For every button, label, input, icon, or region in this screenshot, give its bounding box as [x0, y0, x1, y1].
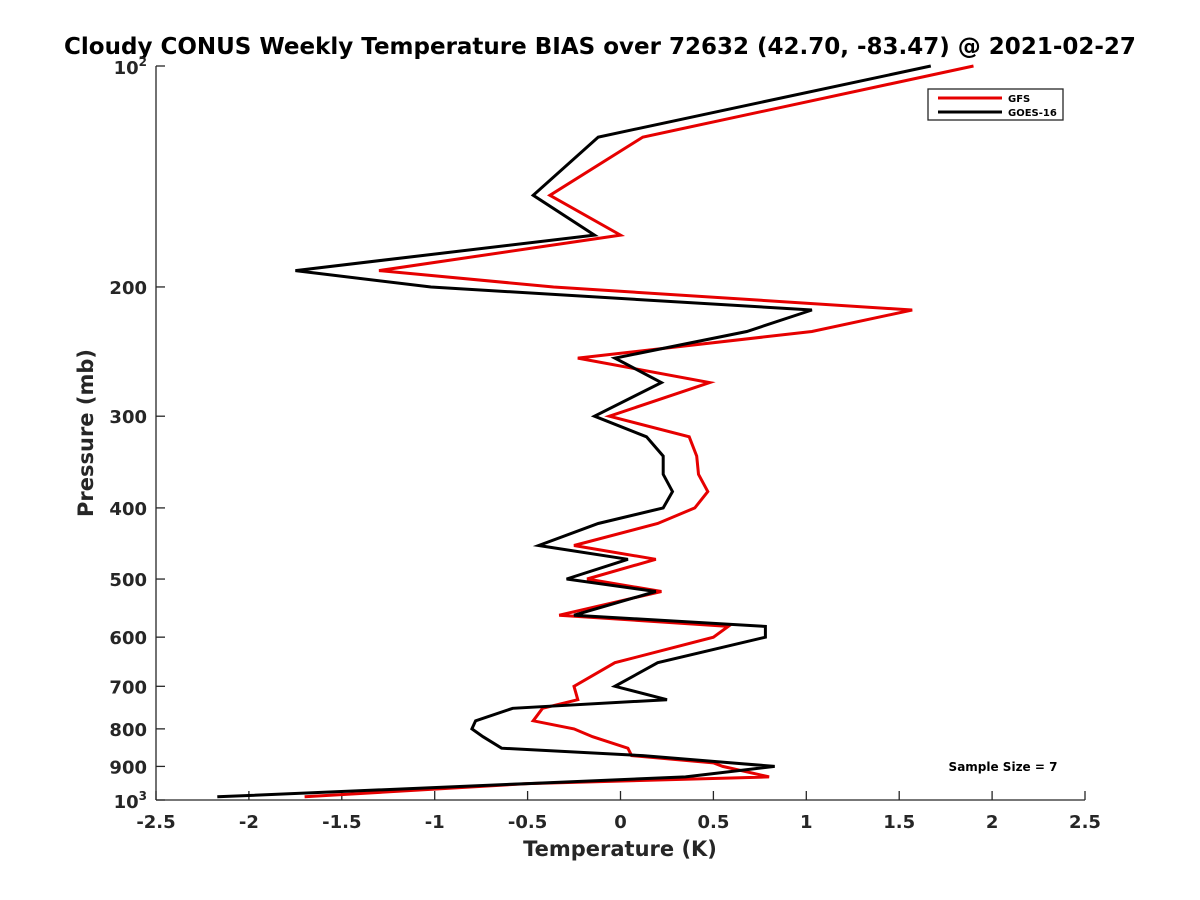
x-axis-label: Temperature (K) — [523, 837, 717, 861]
x-tick-label: 0 — [614, 812, 627, 833]
legend-box — [927, 88, 1064, 121]
x-tick-label: 0.5 — [697, 812, 729, 833]
x-tick-label: -2 — [239, 812, 259, 833]
y-tick-label-max: 103 — [114, 789, 147, 813]
legend: GFS GOES-16 — [927, 88, 1064, 121]
sample-size-annotation: Sample Size = 7 — [949, 760, 1058, 774]
plot-area — [155, 66, 1085, 801]
x-tick-label: -1.5 — [322, 812, 361, 833]
x-tick-label: 1 — [800, 812, 813, 833]
y-tick-label-min-exponent: 2 — [139, 55, 147, 69]
x-ticks: -2.5 -2 -1.5 -1 -0.5 0 0.5 1 1.5 2 2.5 — [136, 791, 1101, 833]
y-tick-label: 600 — [109, 628, 147, 649]
x-tick-label: 1.5 — [883, 812, 915, 833]
y-tick-label: 300 — [109, 407, 147, 428]
series-line-goes-16 — [217, 64, 932, 799]
y-tick-label: 700 — [109, 677, 147, 698]
legend-label: GFS — [1008, 94, 1030, 105]
y-tick-label-min: 102 — [114, 55, 147, 79]
chart-title: Cloudy CONUS Weekly Temperature BIAS ove… — [64, 34, 1136, 60]
x-tick-label: 2 — [986, 812, 999, 833]
y-tick-label: 500 — [109, 570, 147, 591]
x-tick-label: -2.5 — [136, 812, 175, 833]
y-tick-label: 200 — [109, 278, 147, 299]
series-layer — [217, 64, 974, 799]
y-tick-label-min-base: 10 — [114, 58, 139, 79]
y-tick-label: 400 — [109, 499, 147, 520]
series-line-gfs — [304, 64, 974, 799]
x-tick-label: -0.5 — [508, 812, 547, 833]
legend-label: GOES-16 — [1008, 108, 1057, 119]
y-tick-label: 900 — [109, 757, 147, 778]
y-tick-label-max-base: 10 — [114, 792, 139, 813]
x-tick-label: -1 — [425, 812, 445, 833]
x-tick-label: 2.5 — [1069, 812, 1101, 833]
y-tick-label: 800 — [109, 720, 147, 741]
y-tick-label-max-exponent: 3 — [139, 789, 147, 803]
y-axis-label: Pressure (mb) — [74, 349, 98, 517]
